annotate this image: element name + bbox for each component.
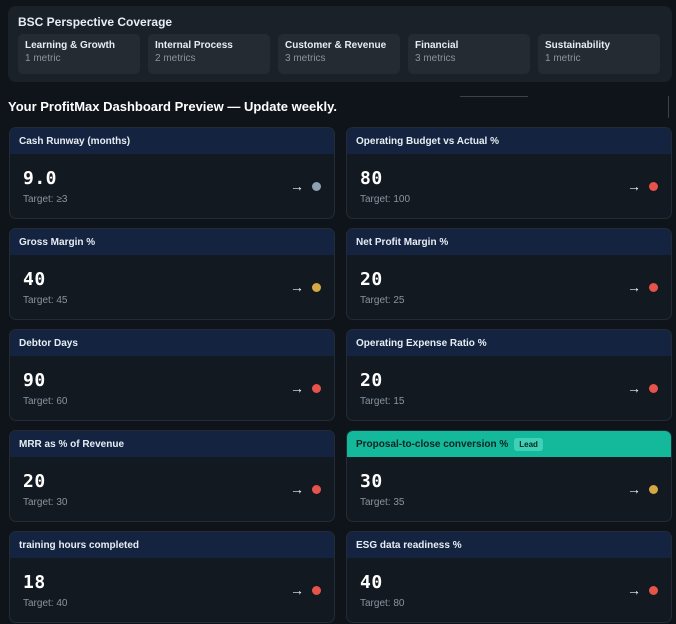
- metric-card-header: Debtor Days: [10, 330, 334, 356]
- metric-value: 40: [23, 269, 46, 290]
- status-dot-icon: [312, 384, 321, 393]
- perspective-learning-growth[interactable]: Learning & Growth 1 metric: [18, 34, 140, 74]
- metric-card-header: Operating Expense Ratio %: [347, 330, 671, 356]
- divider: [668, 96, 669, 118]
- metric-card[interactable]: Gross Margin % 40 Target: 45 →: [9, 228, 335, 320]
- metric-card[interactable]: Debtor Days 90 Target: 60 →: [9, 329, 335, 421]
- trend-arrow-icon: →: [290, 279, 304, 295]
- status-dot-icon: [649, 283, 658, 292]
- metric-card-header: training hours completed: [10, 532, 334, 558]
- perspective-customer-revenue[interactable]: Customer & Revenue 3 metrics: [278, 34, 400, 74]
- metric-value: 20: [23, 471, 46, 492]
- metric-card-header: MRR as % of Revenue: [10, 431, 334, 457]
- perspective-count: 1 metric: [25, 53, 61, 64]
- trend-arrow-icon: →: [627, 279, 641, 295]
- status-dot-icon: [312, 485, 321, 494]
- lead-badge: Lead: [514, 437, 543, 451]
- perspective-sustainability[interactable]: Sustainability 1 metric: [538, 34, 660, 74]
- status-dot-icon: [649, 586, 658, 595]
- metric-value: 20: [360, 269, 383, 290]
- metric-title: Operating Budget vs Actual %: [356, 135, 499, 147]
- perspective-name: Sustainability: [545, 40, 611, 51]
- metric-value: 30: [360, 471, 383, 492]
- metric-target: Target: 60: [23, 396, 68, 407]
- metric-card[interactable]: Operating Budget vs Actual % 80 Target: …: [346, 127, 672, 219]
- metric-title: Cash Runway (months): [19, 135, 131, 147]
- divider: [460, 96, 528, 97]
- status-dot-icon: [649, 384, 658, 393]
- metric-target: Target: 45: [23, 295, 68, 306]
- metric-value: 20: [360, 370, 383, 391]
- perspective-count: 3 metrics: [415, 53, 456, 64]
- metric-title: ESG data readiness %: [356, 539, 462, 551]
- metric-card[interactable]: Cash Runway (months) 9.0 Target: ≥3 →: [9, 127, 335, 219]
- metric-card-header: Operating Budget vs Actual %: [347, 128, 671, 154]
- status-dot-icon: [312, 283, 321, 292]
- trend-arrow-icon: →: [290, 582, 304, 598]
- metric-title: Proposal-to-close conversion %: [356, 438, 509, 450]
- metric-card-header: Gross Margin %: [10, 229, 334, 255]
- metric-card-header: Proposal-to-close conversion % Lead: [347, 431, 671, 457]
- metric-value: 9.0: [23, 168, 58, 189]
- trend-arrow-icon: →: [627, 481, 641, 497]
- metric-value: 40: [360, 572, 383, 593]
- trend-arrow-icon: →: [627, 380, 641, 396]
- perspective-financial[interactable]: Financial 3 metrics: [408, 34, 530, 74]
- metric-card[interactable]: Net Profit Margin % 20 Target: 25 →: [346, 228, 672, 320]
- metric-title: Debtor Days: [19, 337, 78, 349]
- perspective-name: Customer & Revenue: [285, 40, 387, 51]
- metric-target: Target: ≥3: [23, 194, 68, 205]
- dashboard-headline: Your ProfitMax Dashboard Preview — Updat…: [8, 99, 337, 114]
- metric-card-grid: Cash Runway (months) 9.0 Target: ≥3 → Op…: [9, 127, 672, 623]
- metric-card[interactable]: Operating Expense Ratio % 20 Target: 15 …: [346, 329, 672, 421]
- metric-card-header: Net Profit Margin %: [347, 229, 671, 255]
- metric-target: Target: 30: [23, 497, 68, 508]
- perspective-count: 3 metrics: [285, 53, 326, 64]
- perspective-count: 1 metric: [545, 53, 581, 64]
- metric-target: Target: 40: [23, 598, 68, 609]
- metric-value: 80: [360, 168, 383, 189]
- metric-target: Target: 100: [360, 194, 411, 205]
- metric-card-header: ESG data readiness %: [347, 532, 671, 558]
- metric-title: Operating Expense Ratio %: [356, 337, 487, 349]
- trend-arrow-icon: →: [290, 178, 304, 194]
- perspective-name: Financial: [415, 40, 459, 51]
- metric-card-header: Cash Runway (months): [10, 128, 334, 154]
- metric-value: 18: [23, 572, 46, 593]
- coverage-title: BSC Perspective Coverage: [18, 15, 173, 29]
- status-dot-icon: [312, 182, 321, 191]
- trend-arrow-icon: →: [627, 582, 641, 598]
- metric-target: Target: 80: [360, 598, 405, 609]
- perspective-list: Learning & Growth 1 metric Internal Proc…: [18, 34, 660, 74]
- perspective-coverage-panel: BSC Perspective Coverage Learning & Grow…: [8, 6, 672, 82]
- status-dot-icon: [312, 586, 321, 595]
- metric-value: 90: [23, 370, 46, 391]
- trend-arrow-icon: →: [627, 178, 641, 194]
- perspective-count: 2 metrics: [155, 53, 196, 64]
- status-dot-icon: [649, 485, 658, 494]
- status-dot-icon: [649, 182, 658, 191]
- metric-title: training hours completed: [19, 539, 140, 551]
- metric-target: Target: 35: [360, 497, 405, 508]
- metric-card[interactable]: training hours completed 18 Target: 40 →: [9, 531, 335, 623]
- trend-arrow-icon: →: [290, 481, 304, 497]
- metric-card[interactable]: MRR as % of Revenue 20 Target: 30 →: [9, 430, 335, 522]
- metric-title: MRR as % of Revenue: [19, 438, 125, 450]
- perspective-name: Internal Process: [155, 40, 233, 51]
- metric-target: Target: 25: [360, 295, 405, 306]
- metric-target: Target: 15: [360, 396, 405, 407]
- trend-arrow-icon: →: [290, 380, 304, 396]
- perspective-name: Learning & Growth: [25, 40, 115, 51]
- metric-title: Gross Margin %: [19, 236, 96, 248]
- perspective-internal-process[interactable]: Internal Process 2 metrics: [148, 34, 270, 74]
- metric-card[interactable]: Proposal-to-close conversion % Lead 30 T…: [346, 430, 672, 522]
- metric-title: Net Profit Margin %: [356, 236, 449, 248]
- metric-card[interactable]: ESG data readiness % 40 Target: 80 →: [346, 531, 672, 623]
